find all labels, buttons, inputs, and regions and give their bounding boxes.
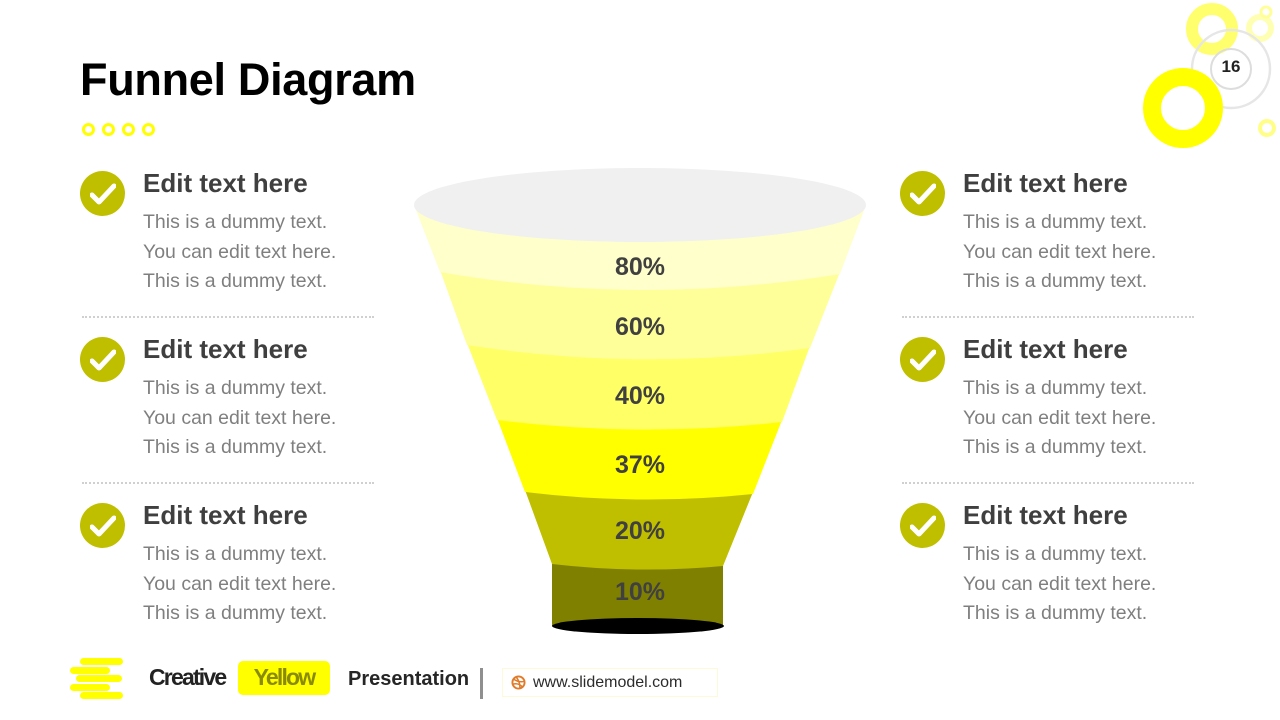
item-heading: Edit text here [963,168,1128,198]
website-link[interactable]: www.slidemodel.com [502,668,718,697]
item-body: This is a dummy text. You can edit text … [143,208,336,297]
divider [82,316,374,318]
item-body-line: You can edit text here. [963,240,1157,263]
item-body-line: This is a dummy text. [143,270,328,292]
item-heading: Edit text here [143,500,308,530]
check-icon [80,503,125,548]
item-body-line: You can edit text here. [963,572,1157,595]
item-body-line: You can edit text here. [963,406,1157,429]
funnel-top-opening [414,168,866,242]
decorative-rings-icon [1143,3,1276,148]
divider [82,482,374,484]
funnel-label-2: 60% [614,313,666,341]
ring-dot-icon [102,123,115,136]
ring-dot-icon [82,123,95,136]
item-body-line: This is a dummy text. [963,377,1148,399]
check-icon [900,337,945,382]
funnel-label-1: 80% [614,253,666,281]
brand-bars-icon [70,658,126,700]
item-body-line: This is a dummy text. [963,270,1148,292]
check-icon [80,171,125,216]
divider [902,482,1194,484]
dribbble-ball-icon [511,675,526,690]
item-body: This is a dummy text. You can edit text … [143,374,336,463]
item-body-line: This is a dummy text. [143,543,328,565]
funnel-bottom [552,618,724,634]
item-heading: Edit text here [143,168,308,198]
check-icon [900,171,945,216]
slide-title: Funnel Diagram [80,54,416,105]
funnel-label-4: 37% [614,451,666,479]
funnel-label-3: 40% [614,382,666,410]
item-heading: Edit text here [963,500,1128,530]
item-body: This is a dummy text. You can edit text … [963,374,1156,463]
footer-separator [480,668,483,699]
item-body: This is a dummy text. You can edit text … [963,540,1156,629]
brand-word-presentation: Presentation [348,668,470,690]
item-body-line: You can edit text here. [143,240,337,263]
item-body-line: You can edit text here. [143,572,337,595]
item-heading: Edit text here [143,334,308,364]
item-body-line: This is a dummy text. [963,543,1148,565]
item-body: This is a dummy text. You can edit text … [963,208,1156,297]
title-decoration-dots [82,123,155,136]
funnel-label-6: 10% [614,578,666,606]
item-body-line: This is a dummy text. [143,436,328,458]
website-url[interactable]: www.slidemodel.com [533,673,683,691]
divider [902,316,1194,318]
funnel-label-5: 20% [614,517,666,545]
item-body-line: This is a dummy text. [143,211,328,233]
brand-word-creative: Creative [149,664,227,690]
brand-word-yellow: Yellow [238,661,330,695]
check-icon [900,503,945,548]
item-body: This is a dummy text. You can edit text … [143,540,336,629]
check-icon [80,337,125,382]
item-body-line: This is a dummy text. [143,602,328,624]
item-body-line: You can edit text here. [143,406,337,429]
item-body-line: This is a dummy text. [963,211,1148,233]
item-body-line: This is a dummy text. [143,377,328,399]
item-body-line: This is a dummy text. [963,602,1148,624]
item-body-line: This is a dummy text. [963,436,1148,458]
ring-dot-icon [122,123,135,136]
ring-dot-icon [142,123,155,136]
item-heading: Edit text here [963,334,1128,364]
page-number: 16 [1221,57,1241,76]
